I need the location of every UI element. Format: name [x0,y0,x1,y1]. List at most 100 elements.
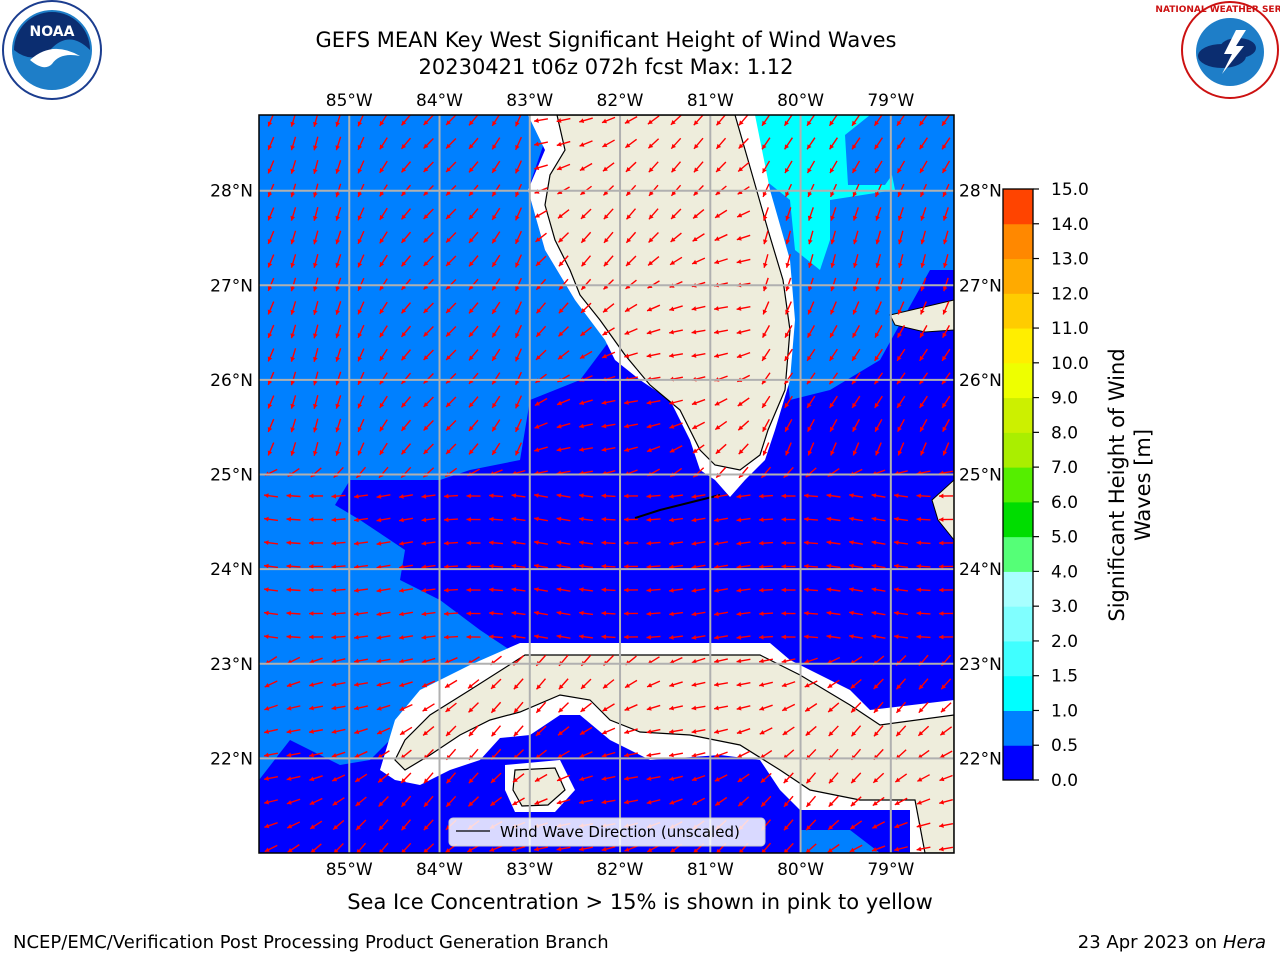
wind-arrow [601,751,616,758]
wind-arrow [692,233,705,242]
lon-tick-label: 85°W [326,91,373,111]
wind-arrow [557,350,570,360]
wind-arrow [646,517,661,523]
wind-arrow [804,680,818,688]
wind-arrow [308,564,324,569]
wind-arrow [693,115,704,126]
wind-arrow [355,819,367,831]
wind-arrow [601,446,616,452]
wind-arrow [398,541,414,546]
wind-arrow [938,822,954,828]
wind-arrow [761,395,771,409]
wind-arrow [668,564,684,570]
wind-arrow [851,115,861,127]
colorbar-tick-label: 14.0 [1051,215,1089,235]
wind-arrow [806,137,816,150]
wind-arrow [736,234,751,241]
wind-arrow [557,750,570,759]
wind-arrow [310,843,322,853]
wind-arrow [785,254,792,268]
wind-arrow [602,162,615,172]
wind-arrow [423,208,434,220]
wind-arrow [736,351,751,359]
wind-arrow [897,230,904,245]
wind-arrow [578,563,594,569]
wind-arrow [445,443,457,455]
wind-arrow [897,207,904,221]
wind-arrow [691,705,706,711]
wind-arrow [357,136,365,151]
wind-arrow [736,728,751,735]
wind-arrow [758,611,774,617]
wind-arrow [490,701,502,714]
wind-arrow [738,443,749,455]
wind-arrow [785,442,792,456]
wind-arrow [807,230,814,245]
colorbar-tick-label: 8.0 [1051,423,1078,443]
wind-arrow [828,772,839,784]
wind-arrow [579,423,593,429]
nws-logo-icon: NATIONAL WEATHER SERVICE [1155,1,1280,99]
lat-tick-label: 27°N [959,276,1002,296]
wind-arrow [556,587,571,592]
wind-arrow [556,610,571,616]
wind-arrow [851,137,861,150]
wind-arrow [491,254,501,268]
wind-arrow [806,348,816,362]
wind-arrow [287,844,300,853]
wind-arrow [625,208,637,220]
wind-arrow [828,115,838,127]
wind-arrow [691,305,706,311]
wind-arrow [714,398,728,406]
lat-tick-label: 22°N [210,749,253,769]
wind-arrow [807,207,814,221]
wind-arrow [267,371,275,386]
lon-tick-label: 80°W [777,91,824,111]
wind-arrow [873,678,884,690]
wind-arrow [601,563,616,569]
colorbar-swatch [1003,710,1033,746]
wind-arrow [874,137,883,150]
wind-arrow [400,325,412,338]
wind-arrow [468,396,479,408]
wind-arrow [267,301,275,315]
wind-arrow [376,704,391,711]
wind-arrow [851,348,861,362]
colorbar-swatch [1003,293,1033,329]
wind-arrow [738,137,749,150]
wind-arrow [308,634,324,640]
wind-arrow [670,137,682,150]
wind-arrow [400,772,412,784]
wind-arrow [803,563,819,569]
wind-arrow [313,207,319,221]
wind-arrow [468,325,479,338]
wind-arrow [875,301,882,315]
wind-arrow [827,819,840,831]
colorbar-swatch [1003,675,1033,711]
wind-arrow [624,446,638,452]
wind-arrow [781,493,796,499]
wind-arrow [579,775,593,782]
wind-arrow [556,398,571,406]
wind-arrow [783,115,793,127]
wind-arrow [713,682,729,687]
wind-arrow [715,443,727,455]
wind-arrow [355,796,367,807]
wind-arrow [647,115,660,125]
wind-arrow [398,494,414,499]
wind-arrow [668,540,684,546]
wind-arrow [871,587,886,592]
wind-arrow [938,540,954,546]
wind-arrow [445,772,457,784]
wind-arrow [601,634,616,640]
wind-arrow [848,587,864,592]
wind-arrow [761,160,771,174]
wind-arrow [783,819,794,831]
wind-arrow [514,324,523,339]
wind-arrow [514,348,523,362]
wind-arrow [512,773,525,783]
wind-arrow [379,115,388,127]
wind-arrow [267,324,275,339]
wind-arrow [873,701,884,714]
wind-arrow [758,540,774,546]
